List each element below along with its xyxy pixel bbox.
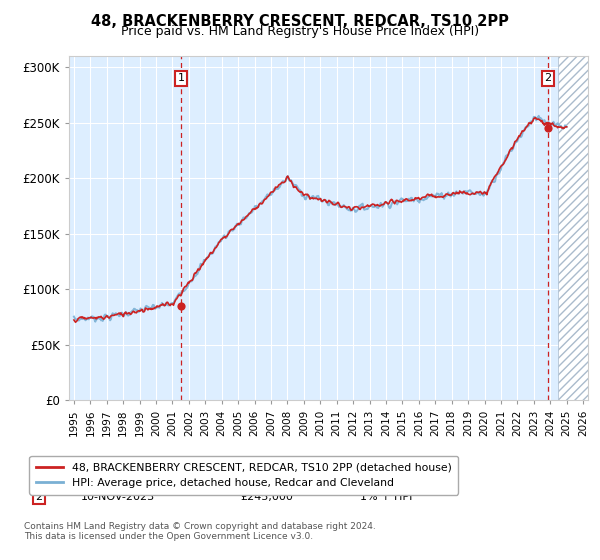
Text: 1: 1 xyxy=(35,472,43,482)
Bar xyxy=(559,56,588,400)
Legend: 48, BRACKENBERRY CRESCENT, REDCAR, TS10 2PP (detached house), HPI: Average price: 48, BRACKENBERRY CRESCENT, REDCAR, TS10 … xyxy=(29,456,458,494)
Text: Contains HM Land Registry data © Crown copyright and database right 2024.: Contains HM Land Registry data © Crown c… xyxy=(24,522,376,531)
Text: 2% ↓ HPI: 2% ↓ HPI xyxy=(360,472,413,482)
Text: £85,000: £85,000 xyxy=(240,472,286,482)
Text: 10-NOV-2023: 10-NOV-2023 xyxy=(81,492,155,502)
Text: 09-JUL-2001: 09-JUL-2001 xyxy=(81,472,149,482)
Point xyxy=(543,124,553,133)
Text: This data is licensed under the Open Government Licence v3.0.: This data is licensed under the Open Gov… xyxy=(24,532,313,541)
Text: 2: 2 xyxy=(544,73,551,83)
Text: £245,000: £245,000 xyxy=(240,492,293,502)
Text: 1% ↑ HPI: 1% ↑ HPI xyxy=(360,492,412,502)
Point xyxy=(176,301,186,310)
Text: Price paid vs. HM Land Registry's House Price Index (HPI): Price paid vs. HM Land Registry's House … xyxy=(121,25,479,38)
Text: 1: 1 xyxy=(178,73,185,83)
Text: 48, BRACKENBERRY CRESCENT, REDCAR, TS10 2PP: 48, BRACKENBERRY CRESCENT, REDCAR, TS10 … xyxy=(91,14,509,29)
Text: 2: 2 xyxy=(35,492,43,502)
